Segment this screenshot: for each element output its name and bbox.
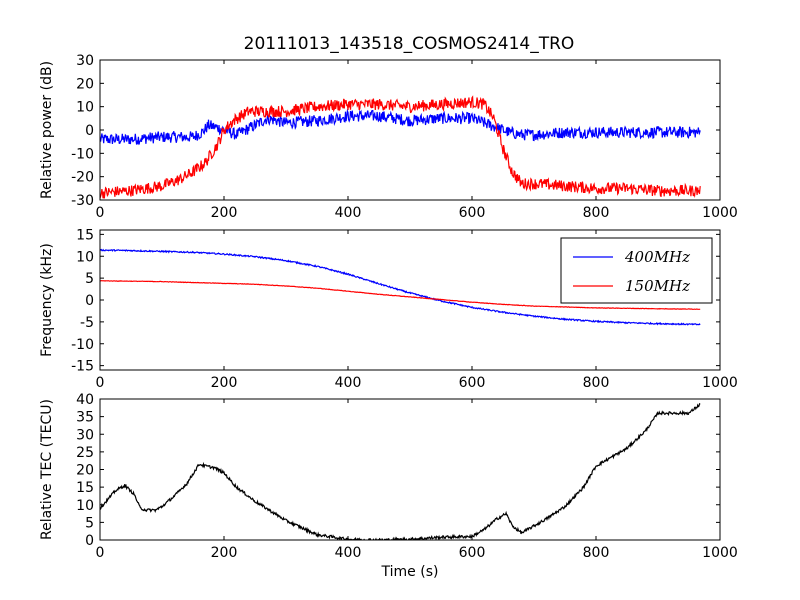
y-tick-label: 30 xyxy=(76,53,94,69)
legend-label: 400MHz xyxy=(624,248,690,266)
x-axis-label: Time (s) xyxy=(381,564,439,580)
x-tick-label: 400 xyxy=(335,205,362,221)
y-tick-label: 15 xyxy=(76,227,94,243)
y-tick-label: 35 xyxy=(76,410,94,426)
x-tick-label: 800 xyxy=(583,545,610,561)
x-tick-label: 600 xyxy=(459,205,486,221)
series-line-0 xyxy=(100,402,701,540)
legend-label: 150MHz xyxy=(625,277,690,295)
y-tick-label: 10 xyxy=(76,100,94,116)
y-tick-label: 15 xyxy=(76,480,94,496)
x-tick-label: 1000 xyxy=(702,205,738,221)
y-tick-label: 40 xyxy=(76,392,94,408)
y-tick-label: 10 xyxy=(76,498,94,514)
frequency-panel: 0 200 400 600 800 1000 -15 -10 -5 0 5 10 15 Frequency… xyxy=(39,227,738,391)
y-tick-label: -10 xyxy=(71,146,94,162)
y-tick-label: 20 xyxy=(76,463,94,479)
y-tick-label: 10 xyxy=(76,249,94,265)
y-tick-label: -15 xyxy=(71,359,94,375)
y-tick-label: 0 xyxy=(85,533,94,549)
series-line-0 xyxy=(100,108,701,146)
x-tick-label: 400 xyxy=(335,375,362,391)
x-tick-label: 800 xyxy=(583,375,610,391)
y-axis-label: Frequency (kHz) xyxy=(39,243,55,357)
y-tick-label: 0 xyxy=(85,123,94,139)
chart-title: 20111013_143518_COSMOS2414_TRO xyxy=(244,34,575,54)
series-line-1 xyxy=(100,95,701,199)
axes-frame xyxy=(99,398,721,541)
y-tick-label: -10 xyxy=(71,337,94,353)
x-tick-label: 1000 xyxy=(702,375,738,391)
y-tick-label: 30 xyxy=(76,427,94,443)
axes-frame xyxy=(99,59,721,201)
series-line-0 xyxy=(100,248,701,326)
y-tick-label: -30 xyxy=(71,193,94,209)
y-tick-label: 0 xyxy=(85,293,94,309)
y-axis-label: Relative TEC (TECU) xyxy=(39,399,55,540)
y-tick-label: -20 xyxy=(71,170,94,186)
x-tick-label: 0 xyxy=(96,545,105,561)
legend xyxy=(560,237,713,304)
tec-panel: 0 200 400 600 800 10000510152025303540Relativ… xyxy=(39,392,738,580)
x-tick-label: 1000 xyxy=(702,545,738,561)
x-tick-label: 200 xyxy=(211,375,238,391)
x-tick-label: 0 xyxy=(96,375,105,391)
x-tick-label: 0 xyxy=(96,205,105,221)
y-tick-label: 20 xyxy=(76,76,94,92)
x-tick-label: 400 xyxy=(335,545,362,561)
y-tick-label: -5 xyxy=(80,315,94,331)
x-tick-label: 200 xyxy=(211,205,238,221)
y-tick-label: 5 xyxy=(85,515,94,531)
x-tick-label: 200 xyxy=(211,545,238,561)
x-tick-label: 600 xyxy=(459,375,486,391)
x-tick-label: 800 xyxy=(583,205,610,221)
y-tick-label: 25 xyxy=(76,445,94,461)
y-tick-label: 5 xyxy=(85,271,94,287)
power-panel: 0 200 400 600 800 1000 -30 -20 -10 0 10 20 30 Relativ… xyxy=(39,53,738,221)
x-tick-label: 600 xyxy=(459,545,486,561)
y-axis-label: Relative power (dB) xyxy=(39,61,55,199)
series-line-1 xyxy=(100,279,701,310)
